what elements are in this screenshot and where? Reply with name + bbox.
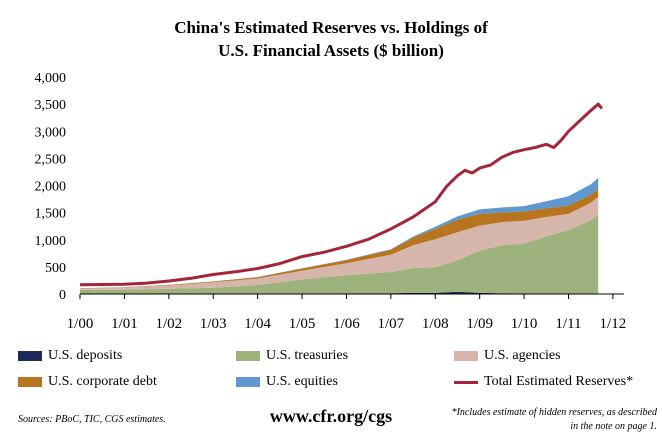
legend-swatch-equities (236, 377, 260, 387)
x-tick-label: 1/05 (289, 316, 316, 332)
line-reserves (79, 102, 603, 287)
y-tick-label: 2,500 (35, 152, 67, 167)
y-tick-label: 0 (59, 288, 66, 303)
chart-canvas: 05001,0001,5002,0002,5003,0003,5004,000 … (35, 71, 627, 332)
legend-label: Total Estimated Reserves* (484, 374, 634, 389)
area-treasuries (80, 214, 599, 294)
reserves-line-group (79, 102, 603, 287)
y-axis-labels: 0 500 1,000 1,500 2,000 2,500 3,000 3,500 4,000 (35, 71, 67, 303)
legend-swatch-treasuries (236, 351, 260, 361)
legend-label: U.S. agencies (484, 348, 561, 363)
legend-label: U.S. deposits (48, 348, 123, 363)
area-agencies (80, 196, 599, 290)
legend-swatch-deposits (18, 351, 42, 361)
x-tick-label: 1/11 (555, 316, 581, 332)
legend-label: U.S. equities (266, 374, 338, 389)
legend-label: U.S. corporate debt (48, 374, 157, 389)
y-tick-label: 500 (45, 261, 66, 276)
legend-swatch-agencies (454, 351, 478, 361)
x-tick-label: 1/07 (378, 316, 405, 332)
website-url[interactable]: www.cfr.org/cgs (269, 406, 393, 426)
y-tick-label: 2,000 (35, 180, 67, 195)
y-tick-label: 3,000 (35, 125, 67, 140)
chart-title-line1: China's Estimated Reserves vs. Holdings … (174, 18, 488, 37)
legend-swatch-reserves (454, 381, 478, 384)
x-tick-label: 1/06 (333, 316, 360, 332)
source-note: Sources: PBoC, TIC, CGS estimates. (18, 414, 166, 425)
x-tick-label: 1/00 (67, 316, 94, 332)
x-tick-label: 1/04 (244, 316, 271, 332)
x-tick-label: 1/12 (600, 316, 627, 332)
x-tick-label: 1/01 (111, 316, 138, 332)
y-tick-label: 3,500 (35, 98, 67, 113)
x-axis: 1/00 1/01 1/02 1/03 1/04 1/05 1/06 1/07 1/08 1/09… (67, 293, 627, 332)
x-tick-label: 1/08 (422, 316, 449, 332)
footnote: *Includes estimate of hidden reserves, a… (451, 407, 657, 432)
x-tick-label: 1/03 (200, 316, 227, 332)
legend-label: U.S. treasuries (266, 348, 349, 363)
legend-swatch-corporate (18, 377, 42, 387)
y-tick-label: 1,500 (35, 207, 67, 222)
y-tick-label: 4,000 (35, 71, 67, 86)
legend: U.S. deposits U.S. treasuries U.S. agencie… (0, 340, 662, 400)
x-tick-label: 1/09 (466, 316, 493, 332)
area-deposits (80, 291, 599, 294)
y-tick-label: 1,000 (35, 234, 67, 249)
stacked-areas (80, 177, 599, 294)
x-tick-label: 1/02 (155, 316, 182, 332)
chart-title-line2: U.S. Financial Assets ($ billion) (218, 41, 444, 60)
x-tick-label: 1/10 (511, 316, 538, 332)
chart-title: China's Estimated Reserves vs. Holdings … (0, 16, 662, 62)
